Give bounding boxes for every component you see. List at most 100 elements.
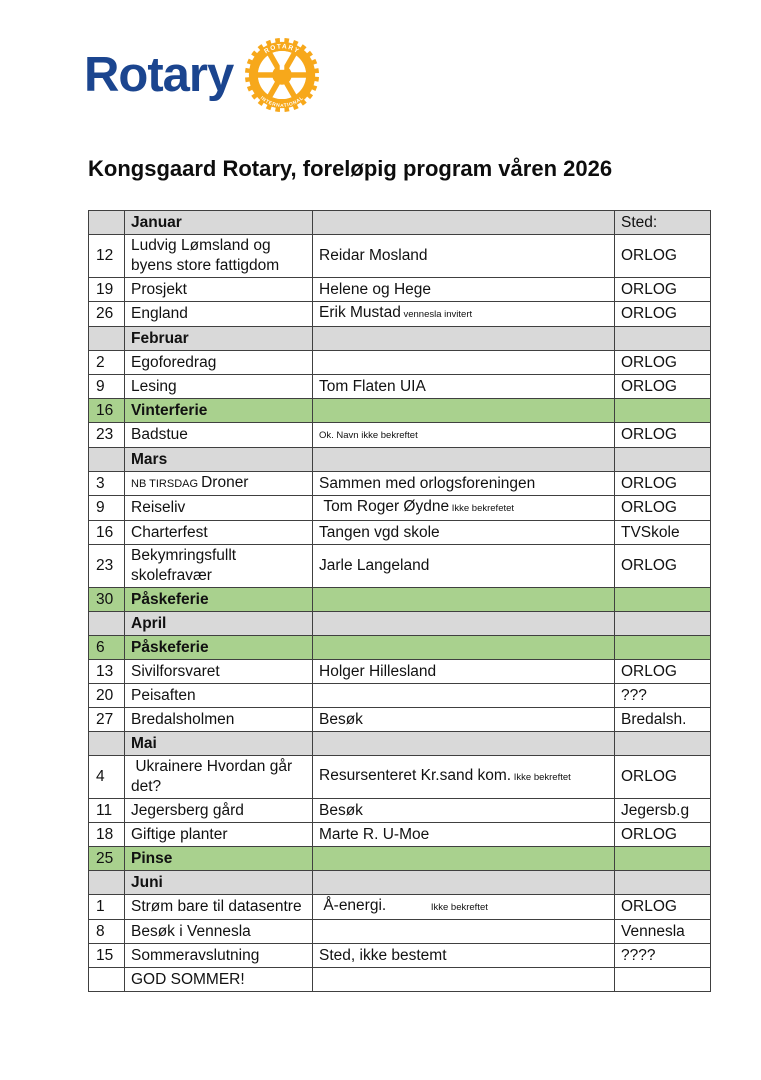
month-row: Mai xyxy=(88,731,711,756)
topic-text: Sommeravslutning xyxy=(131,946,260,964)
date-text: 11 xyxy=(96,801,113,819)
date-cell: 19 xyxy=(88,277,125,302)
speaker-text: Ok. Navn ikke bekreftet xyxy=(319,430,418,441)
speaker-cell xyxy=(312,611,615,636)
topic-cell: Mars xyxy=(124,447,313,472)
speaker-cell xyxy=(312,967,615,992)
topic-cell: Prosjekt xyxy=(124,277,313,302)
place-cell: ORLOG xyxy=(614,374,711,399)
event-row: 9 Lesing Tom Flaten UIA ORLOG xyxy=(88,374,711,399)
place-text: ORLOG xyxy=(621,474,677,492)
topic-text: April xyxy=(131,614,167,632)
topic-text: Charterfest xyxy=(131,523,208,541)
place-cell xyxy=(614,846,711,871)
place-cell: Vennesla xyxy=(614,919,711,944)
date-text: 15 xyxy=(96,946,114,964)
topic-cell: Peisaften xyxy=(124,683,313,708)
speaker-text: Tangen vgd skole xyxy=(319,523,440,541)
topic-text: Bekymringsfullt skolefravær xyxy=(131,547,241,584)
date-text: 6 xyxy=(96,638,105,656)
place-cell: ORLOG xyxy=(614,277,711,302)
speaker-cell: Marte R. U-Moe xyxy=(312,822,615,847)
event-row: 3 NB TIRSDAG Droner Sammen med orlogsforen… xyxy=(88,471,711,496)
place-cell: ORLOG xyxy=(614,544,711,588)
speaker-cell: Jarle Langeland xyxy=(312,544,615,588)
place-cell: ORLOG xyxy=(614,822,711,847)
place-text: ORLOG xyxy=(621,768,677,785)
date-cell xyxy=(88,210,125,235)
place-cell: ORLOG xyxy=(614,471,711,496)
place-cell xyxy=(614,326,711,351)
date-cell xyxy=(88,731,125,756)
event-row: 13 Sivilforsvaret Holger Hillesland ORLOG xyxy=(88,659,711,684)
speaker-text: Marte R. U-Moe xyxy=(319,825,430,843)
speaker-cell: Å-energi. Ikke bekreftet xyxy=(312,894,615,920)
topic-text: Egoforedrag xyxy=(131,353,217,371)
topic-text: Februar xyxy=(131,329,189,347)
topic-text: Lesing xyxy=(131,377,177,395)
date-text: 8 xyxy=(96,922,105,940)
page-title: Kongsgaard Rotary, foreløpig program vår… xyxy=(88,156,613,181)
date-text: 26 xyxy=(96,305,114,322)
place-text: Vennesla xyxy=(621,922,685,940)
topic-cell: Sivilforsvaret xyxy=(124,659,313,684)
date-cell xyxy=(88,870,125,895)
holiday-row: 6 Påskeferie xyxy=(88,635,711,660)
date-text: 9 xyxy=(96,499,105,516)
place-text: Bredalsh. xyxy=(621,710,687,728)
topic-cell: Jegersberg gård xyxy=(124,798,313,823)
holiday-row: 16 Vinterferie xyxy=(88,398,711,423)
unconfirmed-note: Ikke bekreftet xyxy=(511,772,571,783)
speaker-text: Holger Hillesland xyxy=(319,662,437,680)
event-row: 26 England Erik Mustad vennesla invitert OR… xyxy=(88,301,711,327)
topic-cell: GOD SOMMER! xyxy=(124,967,313,992)
speaker-cell: Ok. Navn ikke bekreftet xyxy=(312,422,615,448)
event-row: 19 Prosjekt Helene og Hege ORLOG xyxy=(88,277,711,302)
speaker-cell xyxy=(312,919,615,944)
event-row: 1 Strøm bare til datasentre Å-energi. Ikk… xyxy=(88,894,711,920)
unconfirmed-note: Ikke bekreftet xyxy=(428,902,488,913)
topic-cell: Februar xyxy=(124,326,313,351)
place-text: ORLOG xyxy=(621,280,677,298)
topic-text: Påskeferie xyxy=(131,590,209,608)
rotary-logo: Rotary ROTARY INTERNATIONAL xyxy=(84,36,321,114)
topic-cell: Mai xyxy=(124,731,313,756)
date-text: 2 xyxy=(96,353,105,371)
date-text: 23 xyxy=(96,426,114,443)
month-row: Mars xyxy=(88,447,711,472)
topic-text: England xyxy=(131,305,188,322)
place-text: ???? xyxy=(621,946,656,964)
speaker-cell xyxy=(312,731,615,756)
program-table-body: Januar Sted: 12 Ludvig Lømsland og byens st… xyxy=(88,210,711,992)
speaker-cell xyxy=(312,683,615,708)
speaker-cell: Besøk xyxy=(312,707,615,732)
place-cell: Jegersb.g xyxy=(614,798,711,823)
topic-text: Bredalsholmen xyxy=(131,710,235,728)
date-text: 25 xyxy=(96,849,114,867)
speaker-cell: Erik Mustad vennesla invitert xyxy=(312,301,615,327)
speaker-text: Erik Mustad xyxy=(319,304,401,321)
speaker-cell: Sted, ikke bestemt xyxy=(312,943,615,968)
speaker-cell xyxy=(312,398,615,423)
speaker-text: Jarle Langeland xyxy=(319,557,430,574)
place-text: ORLOG xyxy=(621,247,677,264)
place-cell xyxy=(614,611,711,636)
topic-text: Mai xyxy=(131,734,157,752)
topic-cell: Sommeravslutning xyxy=(124,943,313,968)
date-cell: 16 xyxy=(88,398,125,423)
place-cell: ORLOG xyxy=(614,495,711,521)
place-cell xyxy=(614,587,711,612)
date-cell: 23 xyxy=(88,422,125,448)
date-text: 4 xyxy=(96,768,105,785)
date-cell: 26 xyxy=(88,301,125,327)
date-cell: 9 xyxy=(88,374,125,399)
speaker-text: Resursenteret Kr.sand kom. xyxy=(319,767,512,784)
speaker-cell xyxy=(312,870,615,895)
topic-cell: April xyxy=(124,611,313,636)
date-cell: 9 xyxy=(88,495,125,521)
place-cell: Sted: xyxy=(614,210,711,235)
speaker-text: Sted, ikke bestemt xyxy=(319,946,447,964)
topic-text: Sivilforsvaret xyxy=(131,662,220,680)
event-row: 8 Besøk i Vennesla Vennesla xyxy=(88,919,711,944)
speaker-cell: Resursenteret Kr.sand kom. Ikke bekrefte… xyxy=(312,755,615,799)
